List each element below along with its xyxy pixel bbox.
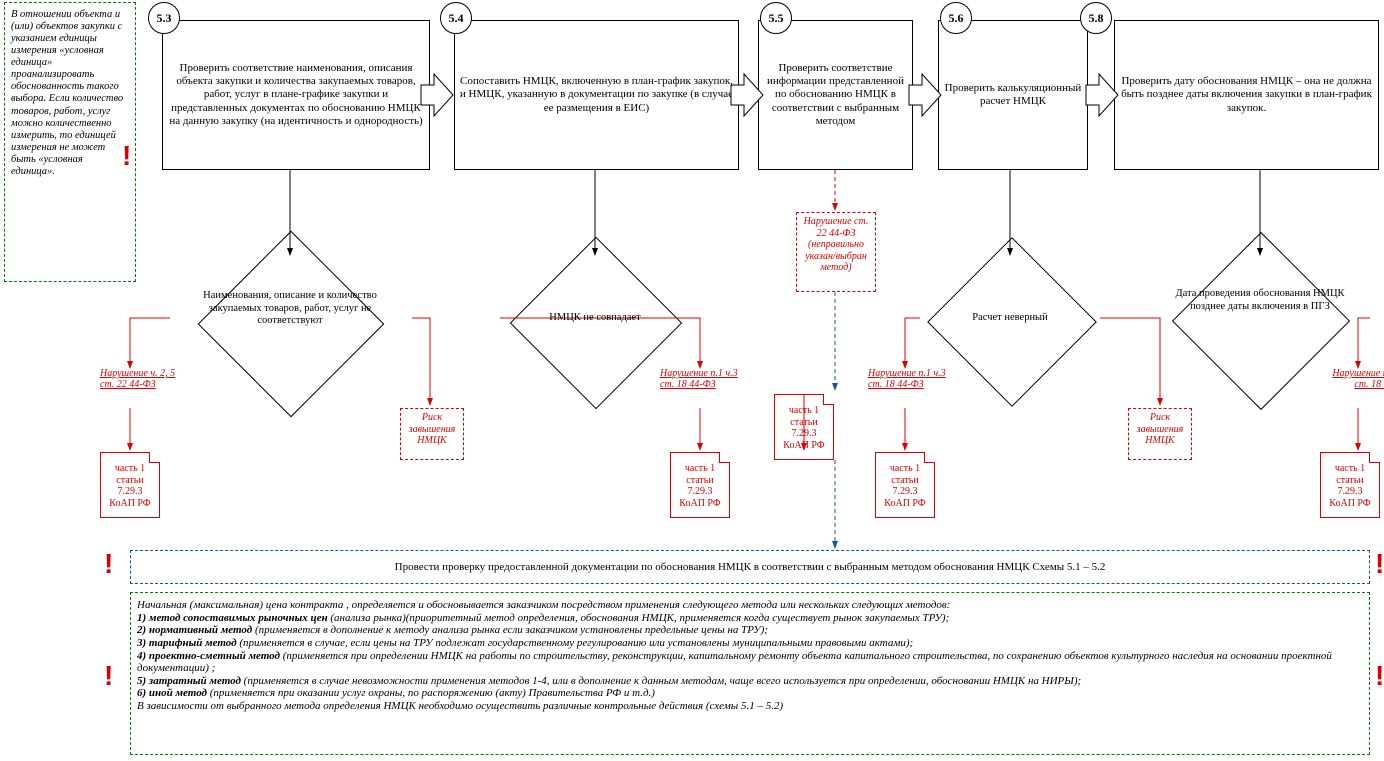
methods-outro: В зависимости от выбранного метода опред… xyxy=(137,700,1363,713)
process-56: Проверить калькуляционный расчет НМЦК xyxy=(938,20,1088,170)
side-note-text: В отношении объекта и (или) объектов зак… xyxy=(11,9,123,177)
blue-instruction-text: Провести проверку предоставленной докуме… xyxy=(395,561,1106,573)
m4-text: (применяется при определении НМЦК на раб… xyxy=(137,650,1332,675)
koap-doc-2: часть 1 статьи 7.29.3 КоАП РФ xyxy=(670,452,730,518)
violation-3: Нарушение п.1 ч.3 ст. 18 44-ФЗ xyxy=(868,368,958,390)
method-1: 1) метод сопоставимых рыночных цен (анал… xyxy=(137,612,1363,625)
circle-56: 5.6 xyxy=(940,2,972,34)
koap-doc-4: часть 1 статьи 7.29.3 КоАП РФ xyxy=(875,452,935,518)
exclaim-green-right: ! xyxy=(1375,660,1384,692)
method-2: 2) нормативный метод (применяется в допо… xyxy=(137,624,1363,637)
flow-arrow-1 xyxy=(420,73,454,117)
risk-box-2: Риск завышения НМЦК xyxy=(1128,408,1192,460)
process-53: Проверить соответствие наименования, опи… xyxy=(162,20,430,170)
exclaim-blue-right: ! xyxy=(1375,548,1384,580)
exclaim-blue-left: ! xyxy=(104,548,113,580)
method-4: 4) проектно-сметный метод (применяется п… xyxy=(137,650,1363,675)
process-55-text: Проверить соответствие информации предст… xyxy=(763,62,908,128)
process-58-text: Проверить дату обоснования НМЦК – она не… xyxy=(1119,75,1374,115)
koap-doc-1: часть 1 статьи 7.29.3 КоАП РФ xyxy=(100,452,160,518)
method-5: 5) затратный метод (применяется в случае… xyxy=(137,675,1363,688)
process-54: Сопоставить НМЦК, включенную в план-граф… xyxy=(454,20,739,170)
circle-55: 5.5 xyxy=(760,2,792,34)
m2-text: (применяется в дополнение к методу анали… xyxy=(252,624,768,636)
violation-1: Нарушение ч. 2, 5 ст. 22 44-ФЗ xyxy=(100,368,190,390)
koap-doc-5: часть 1 статьи 7.29.3 КоАП РФ xyxy=(1320,452,1380,518)
method-violation-box: Нарушение ст. 22 44-ФЗ (неправильно указ… xyxy=(796,212,876,292)
method-violation-text: Нарушение ст. 22 44-ФЗ (неправильно указ… xyxy=(804,216,869,273)
risk-2-text: Риск завышения НМЦК xyxy=(1137,412,1184,446)
decision-58-label: Дата проведения обоснования НМЦК позднее… xyxy=(1175,288,1345,313)
circle-54: 5.4 xyxy=(440,2,472,34)
methods-intro: Начальная (максимальная) цена контракта … xyxy=(137,599,1363,612)
decision-54-label: НМЦК не совпадает xyxy=(525,312,665,325)
risk-1-text: Риск завышения НМЦК xyxy=(409,412,456,446)
m5-text: (применяется в случае невозможности прим… xyxy=(241,675,1081,687)
flow-arrow-2 xyxy=(730,73,764,117)
m1-label: 1) метод сопоставимых рыночных цен xyxy=(137,612,328,624)
m5-label: 5) затратный метод xyxy=(137,675,241,687)
method-6: 6) иной метод (применяется при оказании … xyxy=(137,687,1363,700)
m2-label: 2) нормативный метод xyxy=(137,624,252,636)
m3-label: 3) тарифный метод xyxy=(137,637,237,649)
exclaim-side: ! xyxy=(122,140,131,172)
m6-label: 6) иной метод xyxy=(137,687,207,699)
process-53-text: Проверить соответствие наименования, опи… xyxy=(167,62,425,128)
process-54-text: Сопоставить НМЦК, включенную в план-граф… xyxy=(459,75,734,115)
koap-doc-3: часть 1 статьи 7.29.3 КоАП РФ xyxy=(774,394,834,460)
method-3: 3) тарифный метод (применяется в случае,… xyxy=(137,637,1363,650)
m4-label: 4) проектно-сметный метод xyxy=(137,650,280,662)
m6-text: (применяется при оказании услуг охраны, … xyxy=(207,687,655,699)
exclaim-green-left: ! xyxy=(104,660,113,692)
process-58: Проверить дату обоснования НМЦК – она не… xyxy=(1114,20,1379,170)
methods-box: Начальная (максимальная) цена контракта … xyxy=(130,592,1370,755)
m1-text: (анализа рынка)(приоритетный метод опред… xyxy=(328,612,950,624)
circle-53: 5.3 xyxy=(148,2,180,34)
decision-56-label: Расчет неверный xyxy=(940,312,1080,325)
blue-instruction: Провести проверку предоставленной докуме… xyxy=(130,550,1370,584)
violation-4: Нарушение п.1 ч.3 ст. 18 44-ФЗ xyxy=(1320,368,1384,390)
flow-arrow-3 xyxy=(908,73,942,117)
process-56-text: Проверить калькуляционный расчет НМЦК xyxy=(943,82,1083,108)
flow-arrow-4 xyxy=(1085,73,1119,117)
process-55: Проверить соответствие информации предст… xyxy=(758,20,913,170)
violation-2: Нарушение п.1 ч.3 ст. 18 44-ФЗ xyxy=(660,368,750,390)
circle-58: 5.8 xyxy=(1080,2,1112,34)
risk-box-1: Риск завышения НМЦК xyxy=(400,408,464,460)
m3-text: (применяется в случае, если цены на ТРУ … xyxy=(237,637,914,649)
decision-53-label: Наименования, описание и количество заку… xyxy=(195,290,385,328)
side-note-box: В отношении объекта и (или) объектов зак… xyxy=(4,2,136,282)
